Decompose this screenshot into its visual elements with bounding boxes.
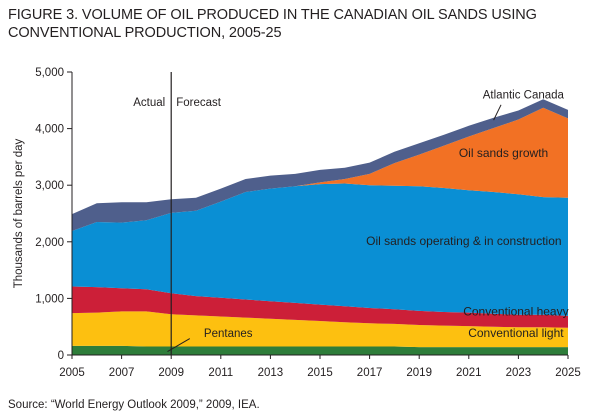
x-tick-label: 2007 (109, 367, 135, 379)
x-tick-label: 2015 (307, 367, 333, 379)
x-tick-label: 2005 (59, 367, 85, 379)
x-tick-label: 2023 (506, 367, 532, 379)
x-tick-label: 2009 (158, 367, 184, 379)
axes-group: 0 1,000 2,000 3,000 4,000 5,000 2005 2007 2009 20… (13, 67, 581, 379)
chart-title-line-2: CONVENTIONAL PRODUCTION, 2005-25 (8, 25, 282, 41)
y-axis-label: Thousands of barrels per day (13, 138, 25, 288)
area-atlantic-canada (72, 99, 568, 231)
y-tick-label: 0 (58, 350, 64, 362)
annotation-pentanes: Pentanes (204, 328, 253, 340)
y-tick-label: 1,000 (35, 293, 64, 305)
atlantic-canada-leader-line (493, 104, 502, 121)
x-tick-label: 2011 (208, 367, 233, 379)
source-note: Source: “World Energy Outlook 2009,” 200… (8, 399, 260, 411)
y-tick-label: 3,000 (35, 180, 64, 192)
x-tick-label: 2019 (406, 367, 432, 379)
annotation-oil-sands-growth: Oil sands growth (459, 146, 548, 160)
annotation-atlantic-canada: Atlantic Canada (483, 90, 565, 102)
area-pentanes (72, 345, 568, 355)
actual-label: Actual (133, 97, 165, 109)
x-tick-label: 2021 (456, 367, 482, 379)
area-oil-sands-growth (72, 107, 568, 231)
annotation-conventional-light: Conventional light (468, 326, 564, 340)
chart-title: FIGURE 3. VOLUME OF OIL PRODUCED IN THE … (8, 6, 568, 42)
x-tick-label: 2025 (555, 367, 581, 379)
chart-title-line-1: FIGURE 3. VOLUME OF OIL PRODUCED IN THE … (8, 7, 537, 23)
area-conventional-heavy (72, 286, 568, 328)
y-tick-label: 2,000 (35, 237, 64, 249)
forecast-label: Forecast (176, 97, 222, 109)
annotation-oil-sands-operating-and-in-construction: Oil sands operating & in construction (366, 234, 561, 248)
x-tick-label: 2017 (357, 367, 383, 379)
y-tick-label: 5,000 (35, 67, 64, 79)
area-series-group (72, 99, 568, 355)
area-oil-sands-operating-and-in-construction (72, 183, 568, 316)
annotation-conventional-heavy: Conventional heavy (463, 304, 568, 318)
y-tick-label: 4,000 (35, 124, 64, 136)
area-conventional-light (72, 311, 568, 348)
x-tick-label: 2013 (258, 367, 284, 379)
annotation-group: Atlantic Canada Oil sands growth Oil sands… (167, 90, 569, 353)
pentanes-leader-line (167, 338, 191, 353)
